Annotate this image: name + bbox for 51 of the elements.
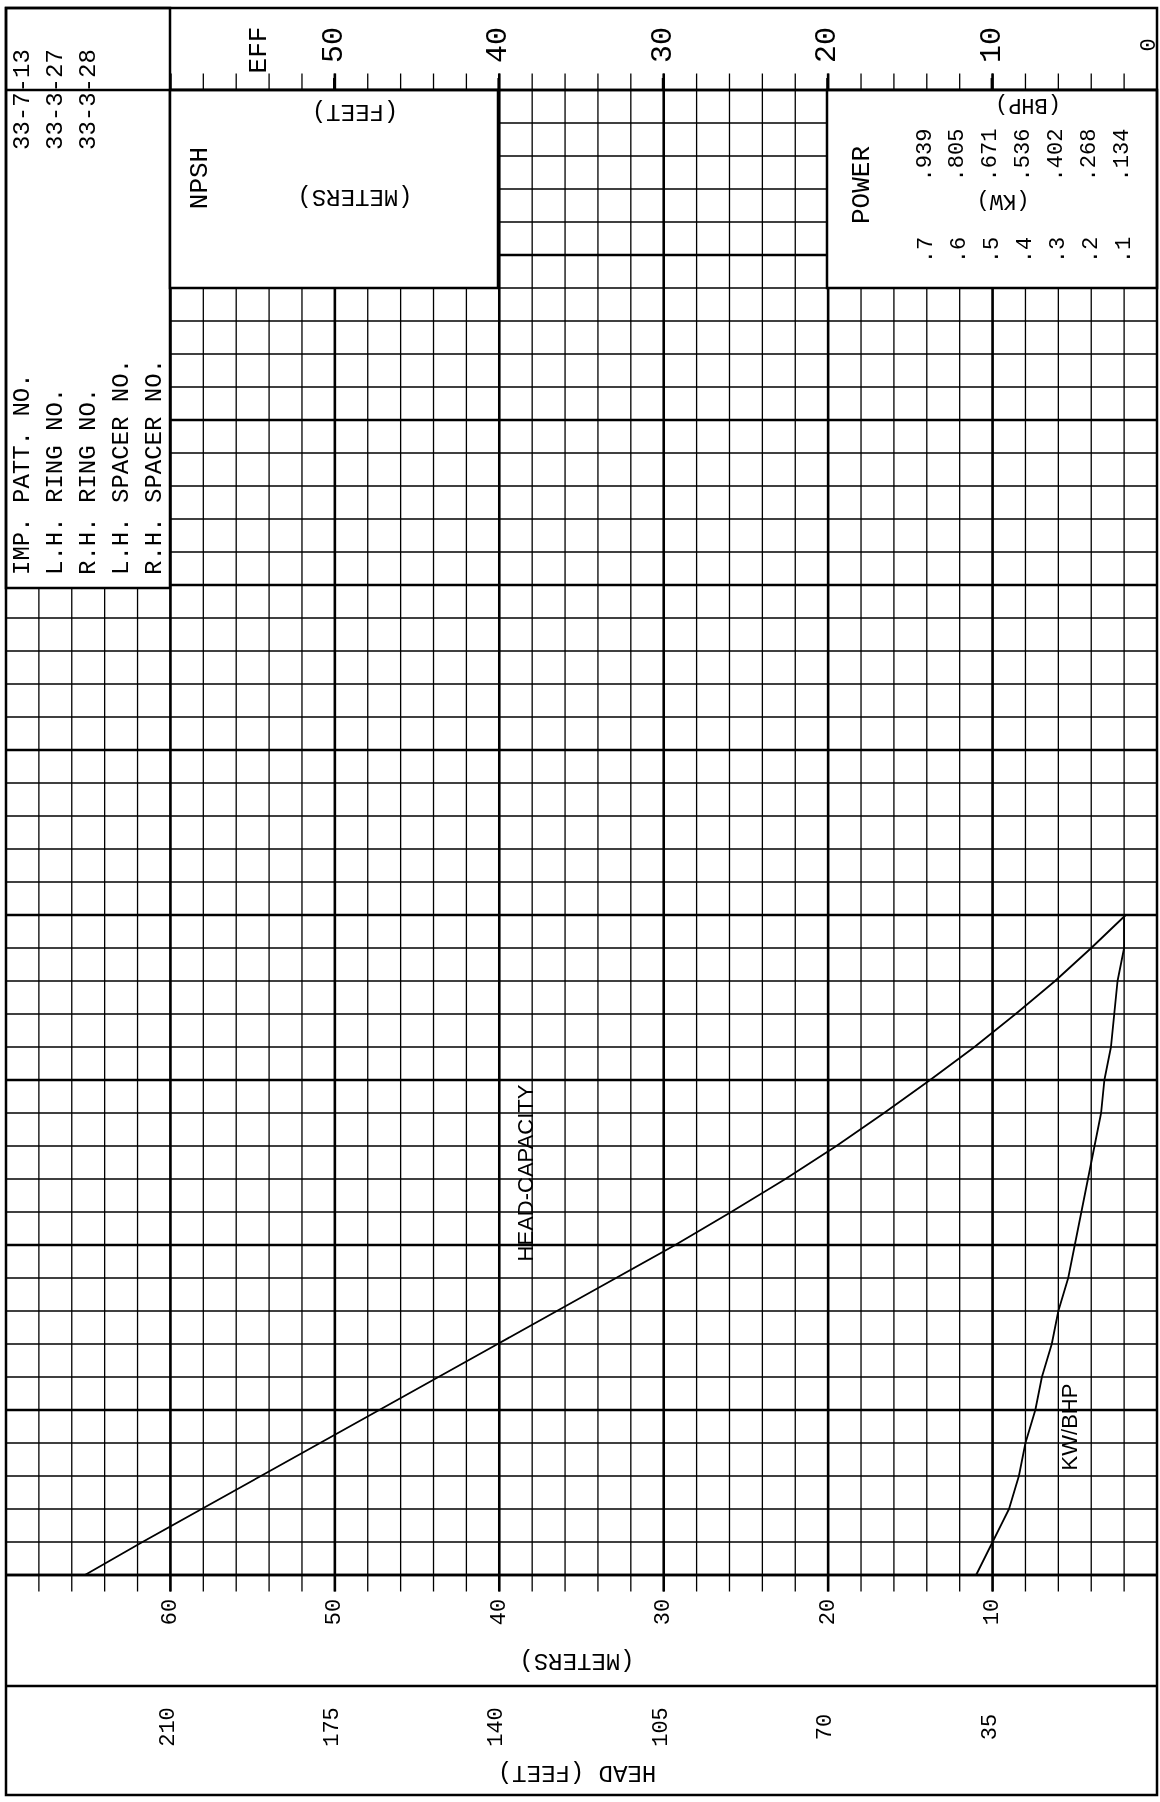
annotation: .536 [1011,128,1037,182]
text: 50 [317,26,351,64]
text: HEAD-CAPACITY [512,1084,538,1262]
x2-tick-label: .1 [1111,236,1137,264]
x-axis-title: (METERS) [519,1646,635,1674]
x2-tick-label: .4 [1012,236,1038,264]
x-tick-label: 50 [322,1598,348,1626]
annotation: .805 [945,128,971,182]
text: 70 [813,1713,839,1741]
annotation: (FEET) [311,97,399,125]
text: 40 [481,26,516,64]
annotation: .134 [1109,128,1135,182]
x-tick-label: 10 [980,1598,1006,1626]
text: 140 [484,1707,510,1747]
x2-tick-label: .2 [1078,236,1104,264]
annotation: 33-7-13 [8,49,36,150]
annotation: R.H. SPACER NO. [140,358,168,575]
text: 30 [645,26,680,64]
annotation: POWER [847,145,877,225]
x2-tick-label: .5 [980,236,1006,264]
annotation: .671 [978,128,1004,182]
annotation: L.H. RING NO. [41,387,69,575]
text: HEAD (FEET) [497,1758,657,1786]
text: 20 [810,26,845,64]
text: EFF [244,26,274,74]
x-tick-label: 20 [815,1598,841,1626]
text: 105 [648,1707,674,1747]
text: 35 [977,1713,1003,1741]
text: 0 [1136,38,1160,52]
annotation: .939 [912,128,938,182]
annotation: 33-3-28 [74,49,102,150]
x-tick-label: 40 [486,1598,512,1626]
x2-tick-label: .7 [914,236,940,264]
annotation: NPSH [185,146,215,210]
annotation: R.H. RING NO. [74,387,102,575]
text: 175 [319,1707,345,1747]
x2-tick-label: .3 [1045,236,1071,264]
annotation: (BHP) [994,91,1062,117]
annotation: .402 [1044,128,1070,182]
annotation: L.H. SPACER NO. [107,358,135,575]
text: 210 [155,1707,181,1747]
text: 10 [974,26,1009,64]
x2-tick-label: .6 [947,236,973,264]
annotation: IMP. PATT. NO. [8,373,36,575]
x2-axis-title: (KW) [976,187,1030,213]
annotation: (METERS) [297,182,413,210]
annotation: .268 [1077,128,1102,182]
annotation: 33-3-27 [41,49,69,150]
x-tick-label: 30 [651,1598,677,1626]
x-tick-label: 60 [157,1598,183,1626]
text: KW/BHP [1056,1383,1082,1471]
